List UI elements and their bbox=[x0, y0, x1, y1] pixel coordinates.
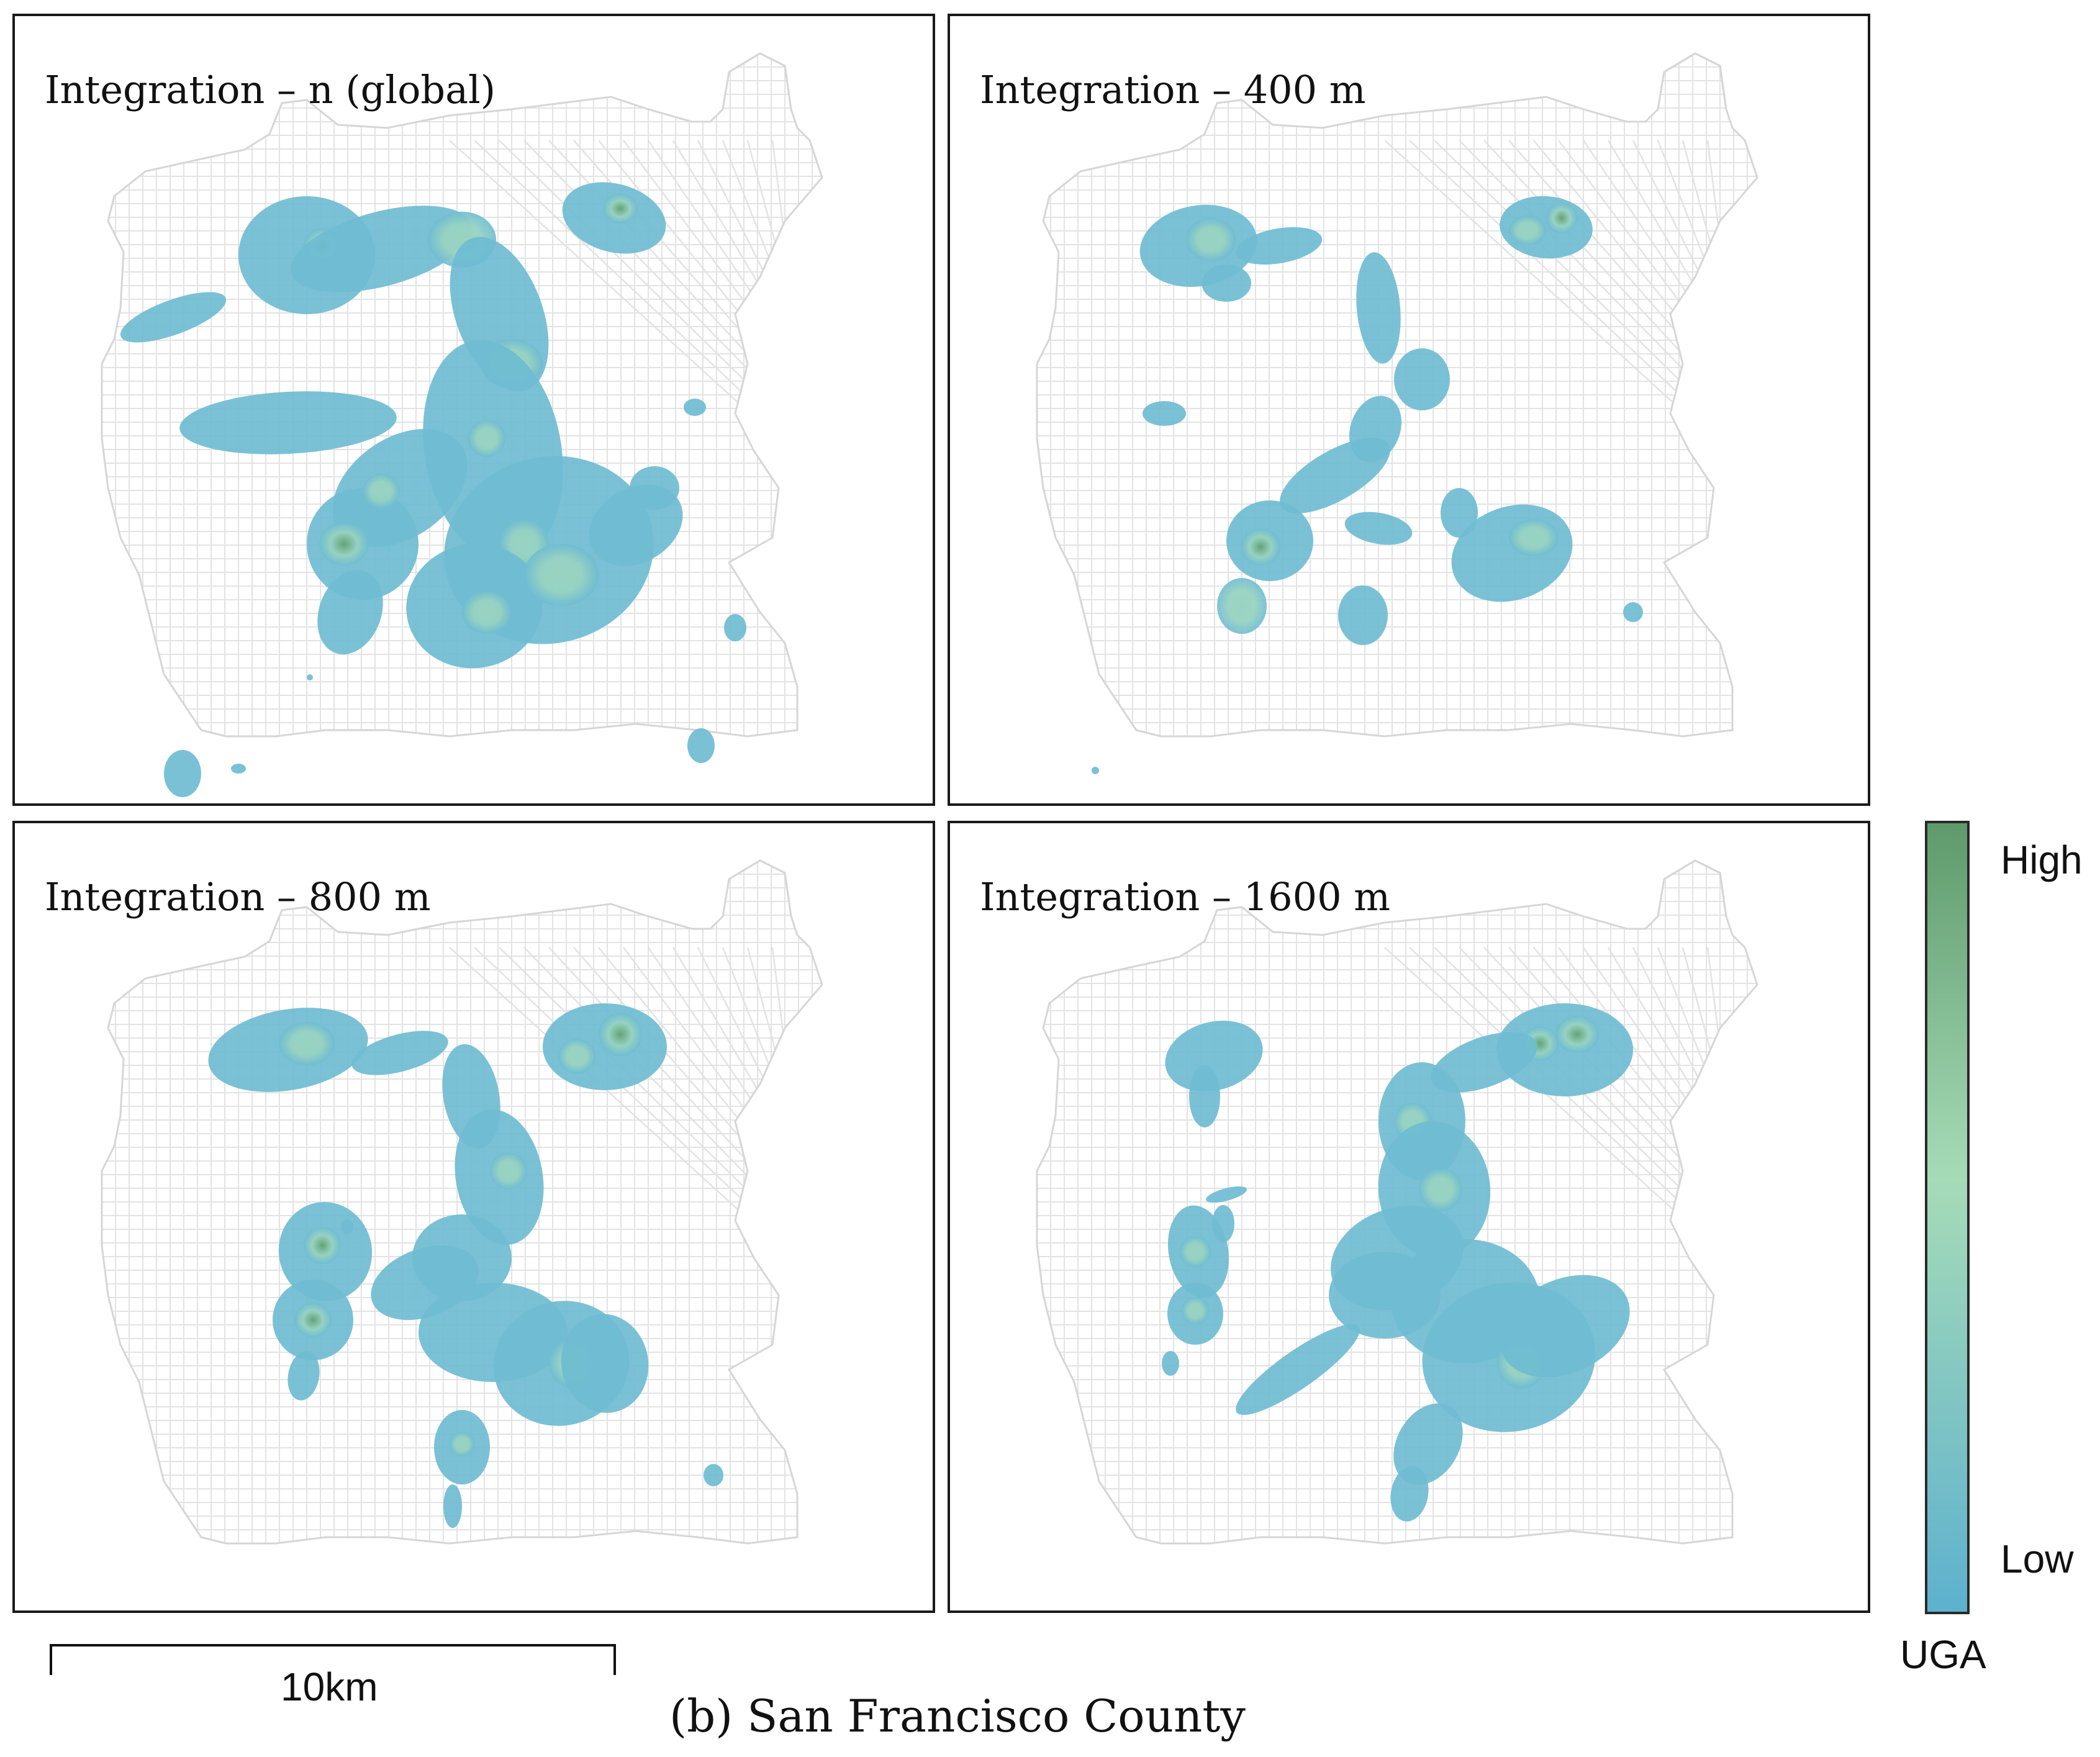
hotspot-high bbox=[599, 1013, 642, 1056]
map-panel-800m: Integration – 800 m bbox=[12, 821, 935, 1613]
map-canvas-global bbox=[101, 52, 823, 797]
hotspot-high bbox=[1546, 202, 1577, 233]
county-outline bbox=[1036, 859, 1758, 1545]
hotspot-low bbox=[1393, 1403, 1463, 1485]
hotspot-high bbox=[603, 194, 638, 224]
scale-bar bbox=[50, 1644, 616, 1675]
hotspot-high bbox=[304, 1227, 341, 1264]
hotspot-mid bbox=[1419, 1168, 1462, 1211]
hotspot-low bbox=[1431, 1032, 1537, 1093]
map-panel-global: Integration – n (global) bbox=[12, 14, 935, 806]
hotspot-low bbox=[317, 570, 383, 654]
panel-title-global: Integration – n (global) bbox=[45, 67, 496, 112]
hotspot-low bbox=[1165, 1020, 1263, 1092]
hotspot-low bbox=[443, 1484, 462, 1528]
panel-title-800m: Integration – 800 m bbox=[45, 874, 431, 919]
hotspot-mid bbox=[524, 544, 599, 606]
hotspot-mid bbox=[363, 474, 400, 508]
hotspot-low bbox=[687, 728, 715, 763]
hotspot-high bbox=[294, 1303, 332, 1337]
county-outline bbox=[101, 52, 823, 738]
hotspot-low bbox=[287, 1351, 320, 1401]
map-canvas-800m bbox=[101, 859, 823, 1545]
hotspot-low bbox=[704, 1464, 723, 1486]
hotspot-mid bbox=[450, 1432, 474, 1457]
hotspot-low bbox=[1162, 1351, 1179, 1376]
figure-caption: (b) San Francisco County bbox=[669, 1690, 1246, 1742]
legend-title: UGA bbox=[1900, 1632, 1986, 1677]
hotspot-mid bbox=[1509, 519, 1559, 556]
hotspot-low bbox=[1236, 1324, 1360, 1416]
hotspot-low bbox=[1143, 401, 1186, 426]
hotspot-low bbox=[561, 1314, 649, 1413]
map-canvas-400m bbox=[1036, 52, 1758, 774]
legend-color-ramp bbox=[1925, 821, 1970, 1614]
hotspot-low bbox=[724, 614, 746, 641]
hotspot-layer bbox=[120, 182, 746, 797]
panel-title-400m: Integration – 400 m bbox=[980, 67, 1366, 112]
hotspot-low bbox=[1202, 264, 1251, 302]
hotspot-mid bbox=[1182, 1297, 1209, 1324]
hotspot-low bbox=[630, 466, 679, 510]
hotspot-low bbox=[120, 292, 227, 343]
hotspot-low bbox=[1500, 1275, 1630, 1378]
hotspot-mid bbox=[1509, 215, 1546, 245]
hotspot-low bbox=[1280, 438, 1390, 513]
hotspot-low bbox=[351, 1031, 448, 1075]
hotspot-mid bbox=[558, 1039, 595, 1073]
hotspot-low bbox=[1206, 1186, 1247, 1203]
hotspot-low bbox=[341, 1219, 353, 1234]
hotspot-low bbox=[1236, 227, 1323, 265]
hotspot-mid bbox=[462, 590, 512, 634]
hotspot-mid bbox=[1217, 578, 1267, 634]
hotspot-mid bbox=[279, 1022, 335, 1065]
hotspot-low bbox=[1092, 767, 1099, 774]
hotspot-low bbox=[1496, 1003, 1633, 1096]
hotspot-high bbox=[1555, 1016, 1599, 1053]
hotspot-low bbox=[1212, 1205, 1234, 1242]
hotspot-low bbox=[307, 674, 313, 680]
hotspot-layer bbox=[208, 1003, 723, 1528]
hotspot-low bbox=[1189, 1065, 1220, 1127]
legend-high-label: High bbox=[2001, 838, 2083, 882]
hotspot-low bbox=[684, 399, 706, 416]
hotspot-low bbox=[1441, 488, 1478, 538]
county-outline bbox=[101, 859, 823, 1545]
map-panel-1600m: Integration – 1600 m bbox=[948, 821, 1870, 1613]
hotspot-low bbox=[179, 391, 397, 454]
county-outline bbox=[1036, 52, 1758, 738]
hotspot-low bbox=[231, 764, 246, 774]
hotspot-high bbox=[1241, 528, 1280, 566]
map-panel-400m: Integration – 400 m bbox=[948, 14, 1870, 806]
hotspot-mid bbox=[1186, 218, 1236, 261]
hotspot-low bbox=[1344, 512, 1413, 545]
hotspot-low bbox=[1394, 348, 1450, 410]
hotspot-mid bbox=[468, 420, 505, 457]
scale-bar-label: 10km bbox=[281, 1664, 378, 1709]
legend-low-label: Low bbox=[2001, 1537, 2074, 1581]
hotspot-low bbox=[1356, 252, 1401, 364]
hotspot-low bbox=[164, 750, 201, 797]
hotspot-high bbox=[319, 522, 369, 566]
hotspot-low bbox=[1623, 602, 1643, 622]
hotspot-mid bbox=[1180, 1236, 1211, 1267]
panel-title-1600m: Integration – 1600 m bbox=[980, 874, 1391, 919]
hotspot-layer bbox=[1162, 1003, 1633, 1522]
hotspot-low bbox=[1390, 1466, 1429, 1522]
hotspot-low bbox=[1338, 585, 1388, 645]
map-canvas-1600m bbox=[1036, 859, 1758, 1545]
hotspot-layer bbox=[1092, 196, 1643, 774]
hotspot-mid bbox=[490, 1152, 527, 1190]
hotspot-low bbox=[291, 206, 472, 292]
